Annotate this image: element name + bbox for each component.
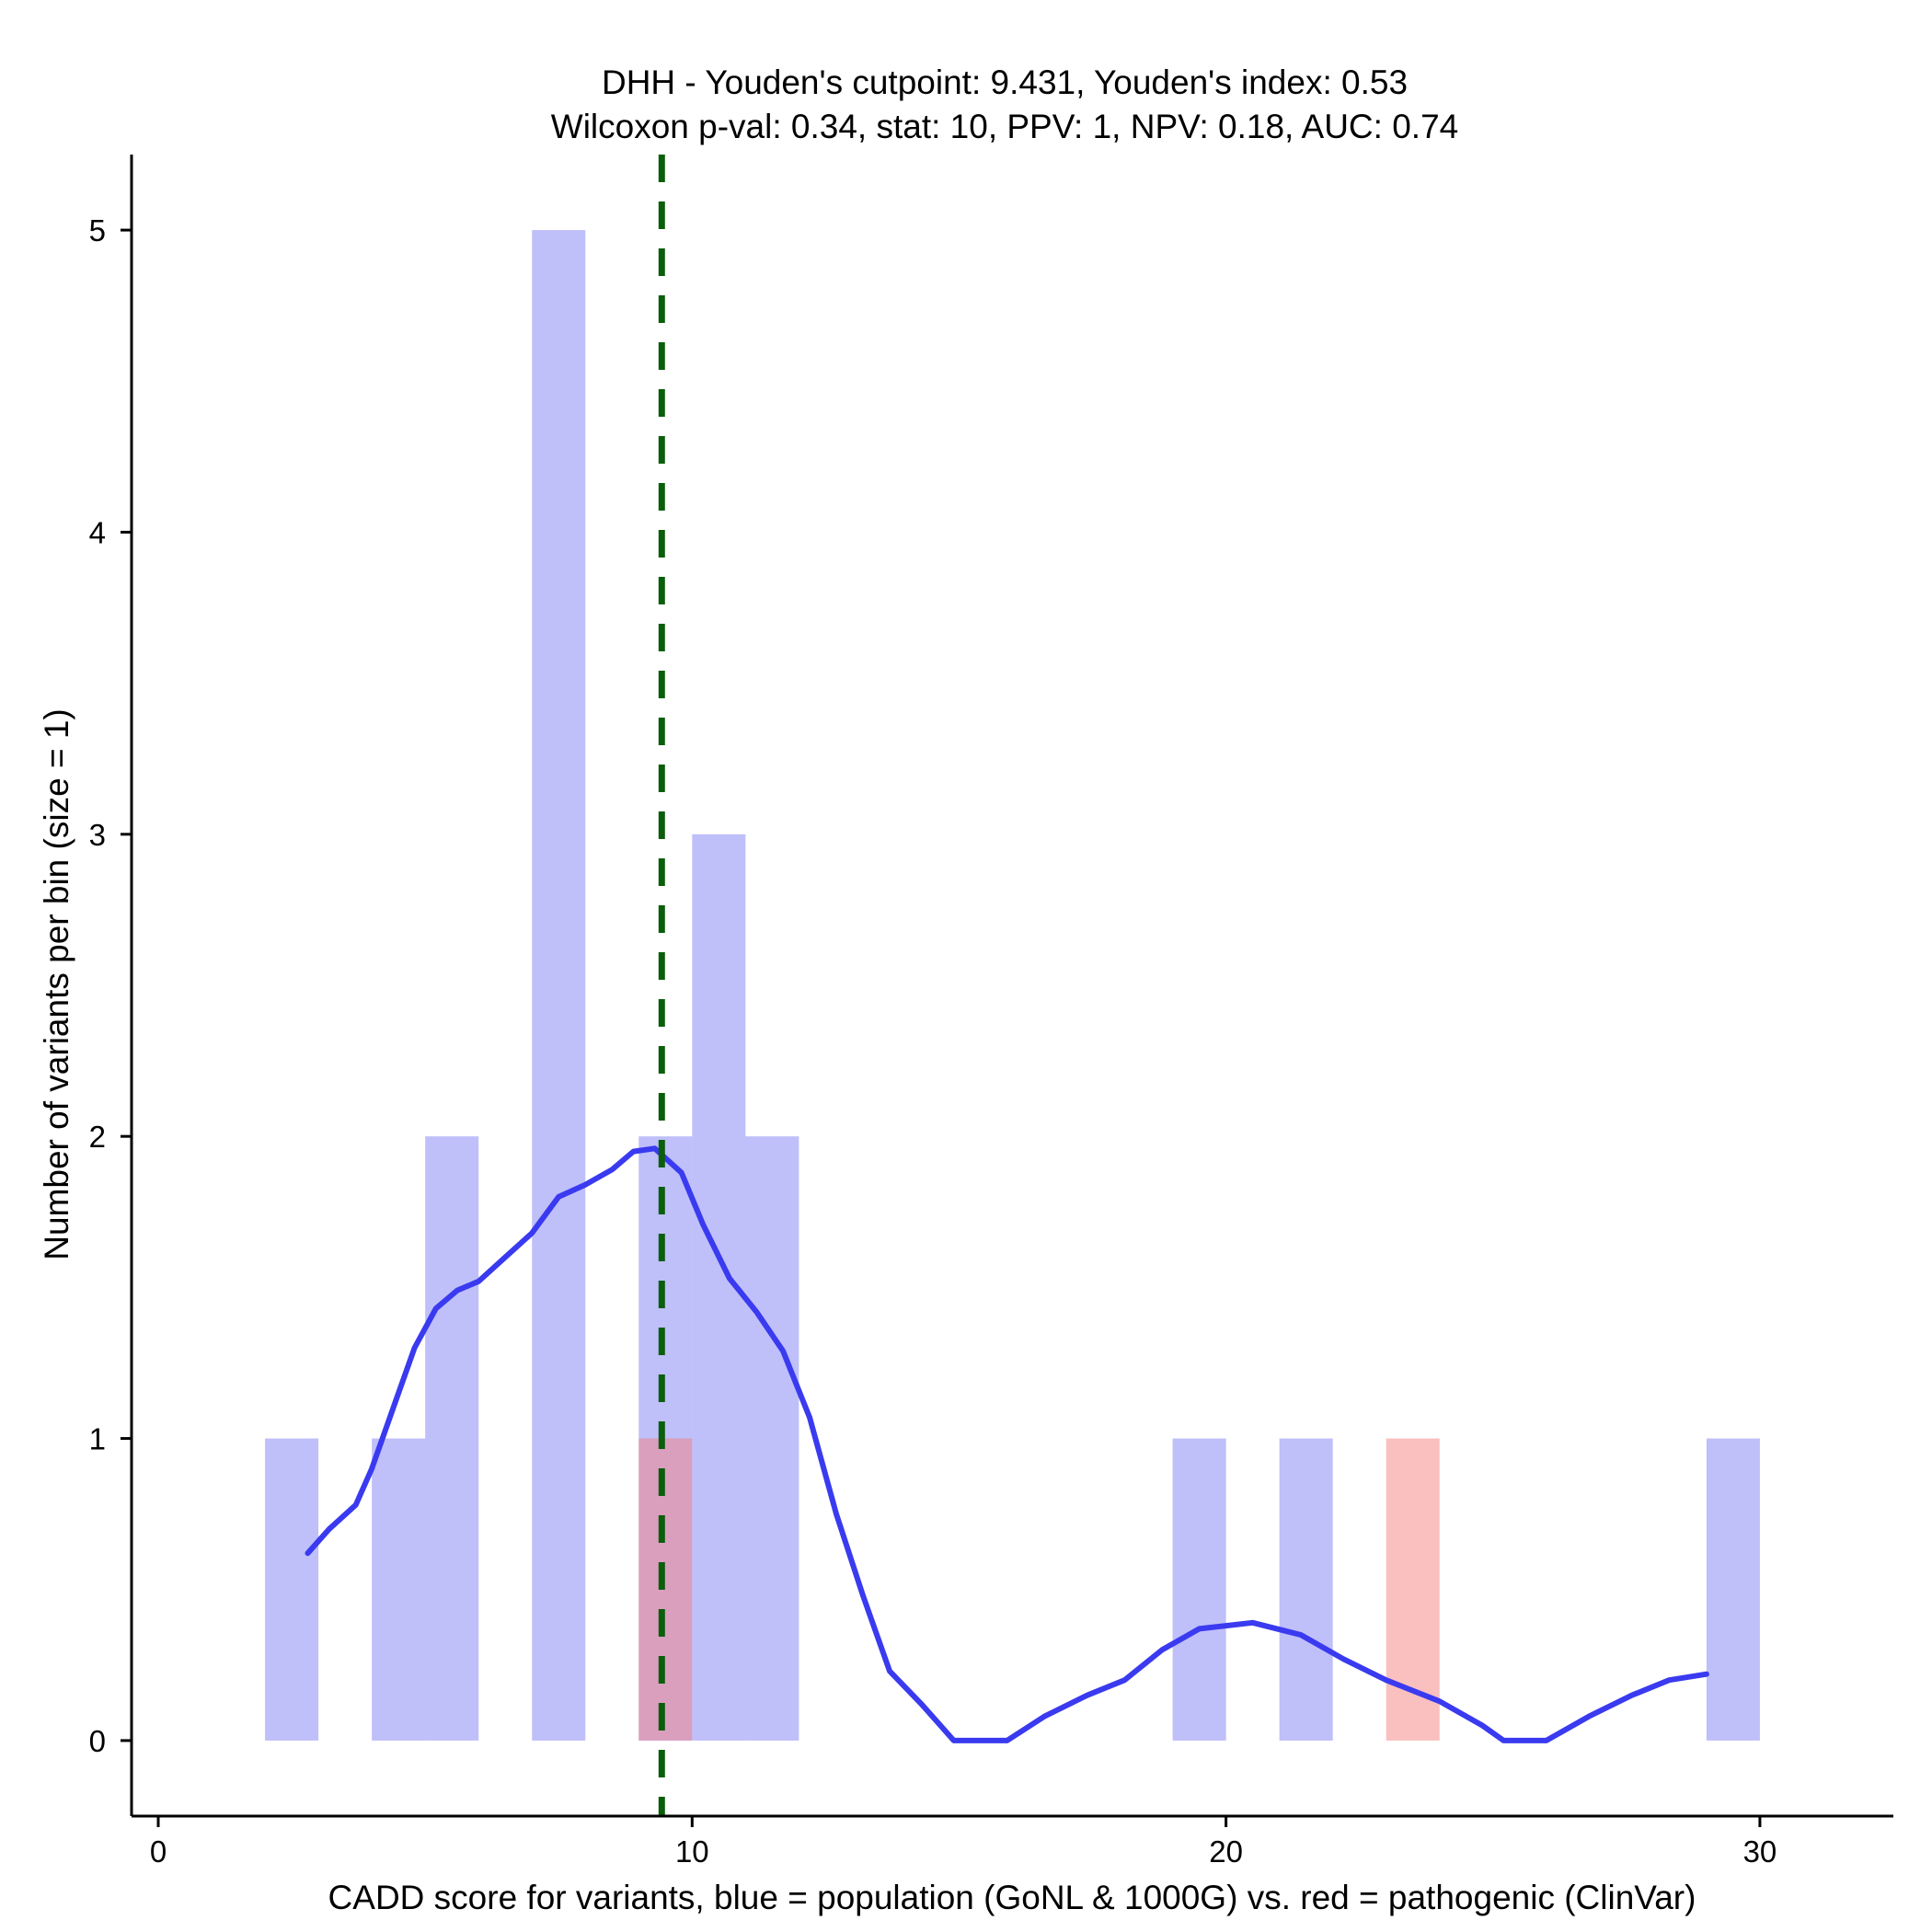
population-bar-9 <box>1706 1438 1760 1741</box>
chart-title-line-1: DHH - Youden's cutpoint: 9.431, Youden's… <box>602 63 1408 101</box>
y-tick-label: 1 <box>89 1422 106 1456</box>
x-tick-label: 30 <box>1743 1834 1777 1869</box>
y-tick-label: 0 <box>89 1724 106 1758</box>
y-tick-label: 2 <box>89 1120 106 1154</box>
y-tick-label: 3 <box>89 818 106 852</box>
pathogenic-bar-0 <box>638 1438 693 1741</box>
x-tick-label: 0 <box>150 1834 167 1869</box>
y-tick-label: 4 <box>89 515 106 549</box>
y-tick-label: 5 <box>89 213 106 247</box>
x-tick-label: 10 <box>675 1834 709 1869</box>
plot-area <box>265 155 1760 1816</box>
population-bar-0 <box>265 1438 319 1741</box>
population-bar-8 <box>1279 1438 1333 1741</box>
x-tick-label: 20 <box>1209 1834 1243 1869</box>
y-axis-title: Number of variants per bin (size = 1) <box>38 708 75 1259</box>
population-bar-6 <box>745 1136 799 1741</box>
chart-title-line-2: Wilcoxon p-val: 0.34, stat: 10, PPV: 1, … <box>551 108 1458 145</box>
population-bar-3 <box>532 230 586 1741</box>
x-axis-title: CADD score for variants, blue = populati… <box>328 1879 1696 1916</box>
x-axis-ticks: 0 10 20 30 <box>150 1816 1777 1869</box>
y-axis-ticks: 0 1 2 3 4 5 <box>89 213 132 1758</box>
population-bar-7 <box>1172 1438 1226 1741</box>
density-curve <box>305 1145 1709 1743</box>
population-bar-1 <box>372 1438 426 1741</box>
population-bar-2 <box>425 1136 479 1741</box>
